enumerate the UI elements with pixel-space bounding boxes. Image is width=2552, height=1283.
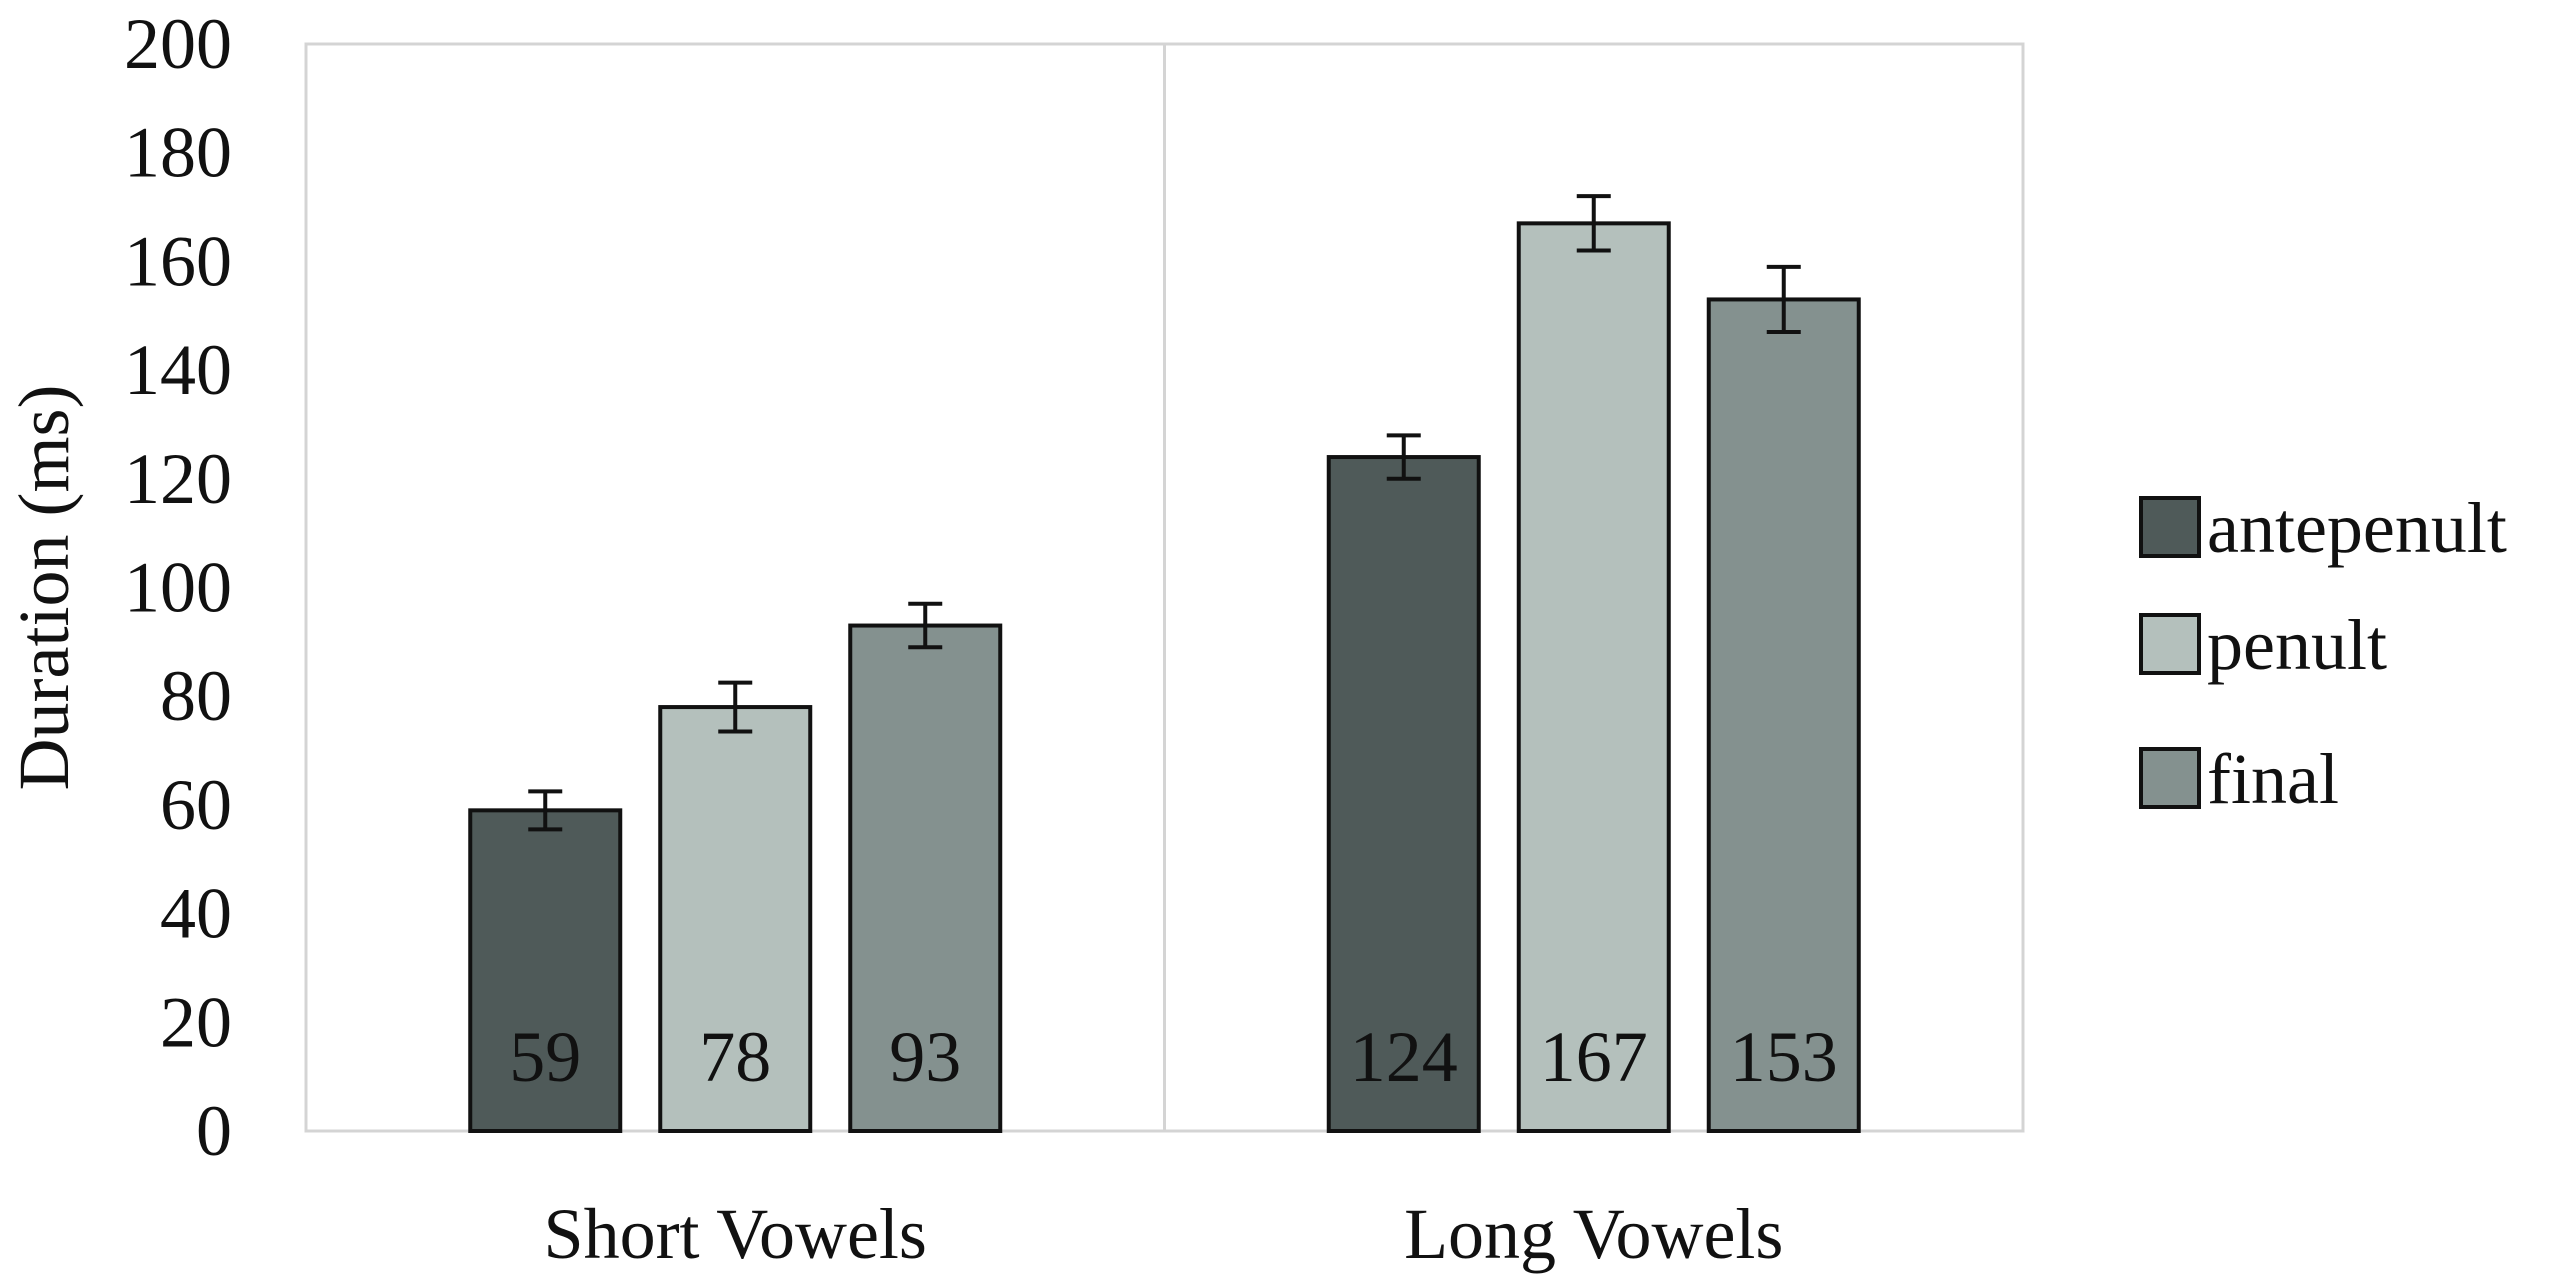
- y-tick-label: 120: [124, 439, 232, 519]
- y-tick-label: 80: [160, 656, 232, 736]
- bar: [1516, 221, 1671, 1134]
- legend: antepenult penult final: [2139, 488, 2507, 819]
- data-label: 153: [1730, 1017, 1838, 1097]
- y-tick-label: 20: [160, 982, 232, 1062]
- y-tick-label: 180: [124, 113, 232, 193]
- legend-label: final: [2207, 739, 2339, 819]
- bar: [468, 808, 623, 1134]
- y-tick-label: 140: [124, 330, 232, 410]
- y-tick-label: 40: [160, 874, 232, 954]
- legend-swatch: [2139, 747, 2201, 809]
- y-tick-label: 200: [124, 4, 232, 84]
- legend-label: penult: [2207, 605, 2387, 685]
- legend-label: antepenult: [2207, 488, 2507, 568]
- legend-swatch: [2139, 613, 2201, 675]
- bar: [1326, 455, 1481, 1133]
- y-tick-label: 100: [124, 548, 232, 628]
- x-category-label: Short Vowels: [544, 1194, 927, 1274]
- data-label: 59: [509, 1017, 581, 1097]
- y-axis-title: Duration (ms): [4, 385, 84, 791]
- bar: [1706, 297, 1861, 1133]
- y-tick-label: 160: [124, 221, 232, 301]
- y-axis: 0 20 40 60 80 100 120 140 160 180 200: [124, 4, 232, 1171]
- data-label: 124: [1350, 1017, 1458, 1097]
- bar: [848, 623, 1003, 1133]
- x-axis: Short Vowels Long Vowels: [544, 1194, 1784, 1274]
- bars: 59 78 93 124 167 153: [468, 194, 1861, 1134]
- data-label: 78: [699, 1017, 771, 1097]
- data-label: 93: [889, 1017, 961, 1097]
- data-label: 167: [1540, 1017, 1648, 1097]
- plot-frame: [304, 42, 2025, 1133]
- legend-swatch: [2139, 496, 2201, 558]
- y-tick-label: 0: [196, 1091, 232, 1171]
- y-tick-label: 60: [160, 765, 232, 845]
- x-category-label: Long Vowels: [1404, 1194, 1783, 1274]
